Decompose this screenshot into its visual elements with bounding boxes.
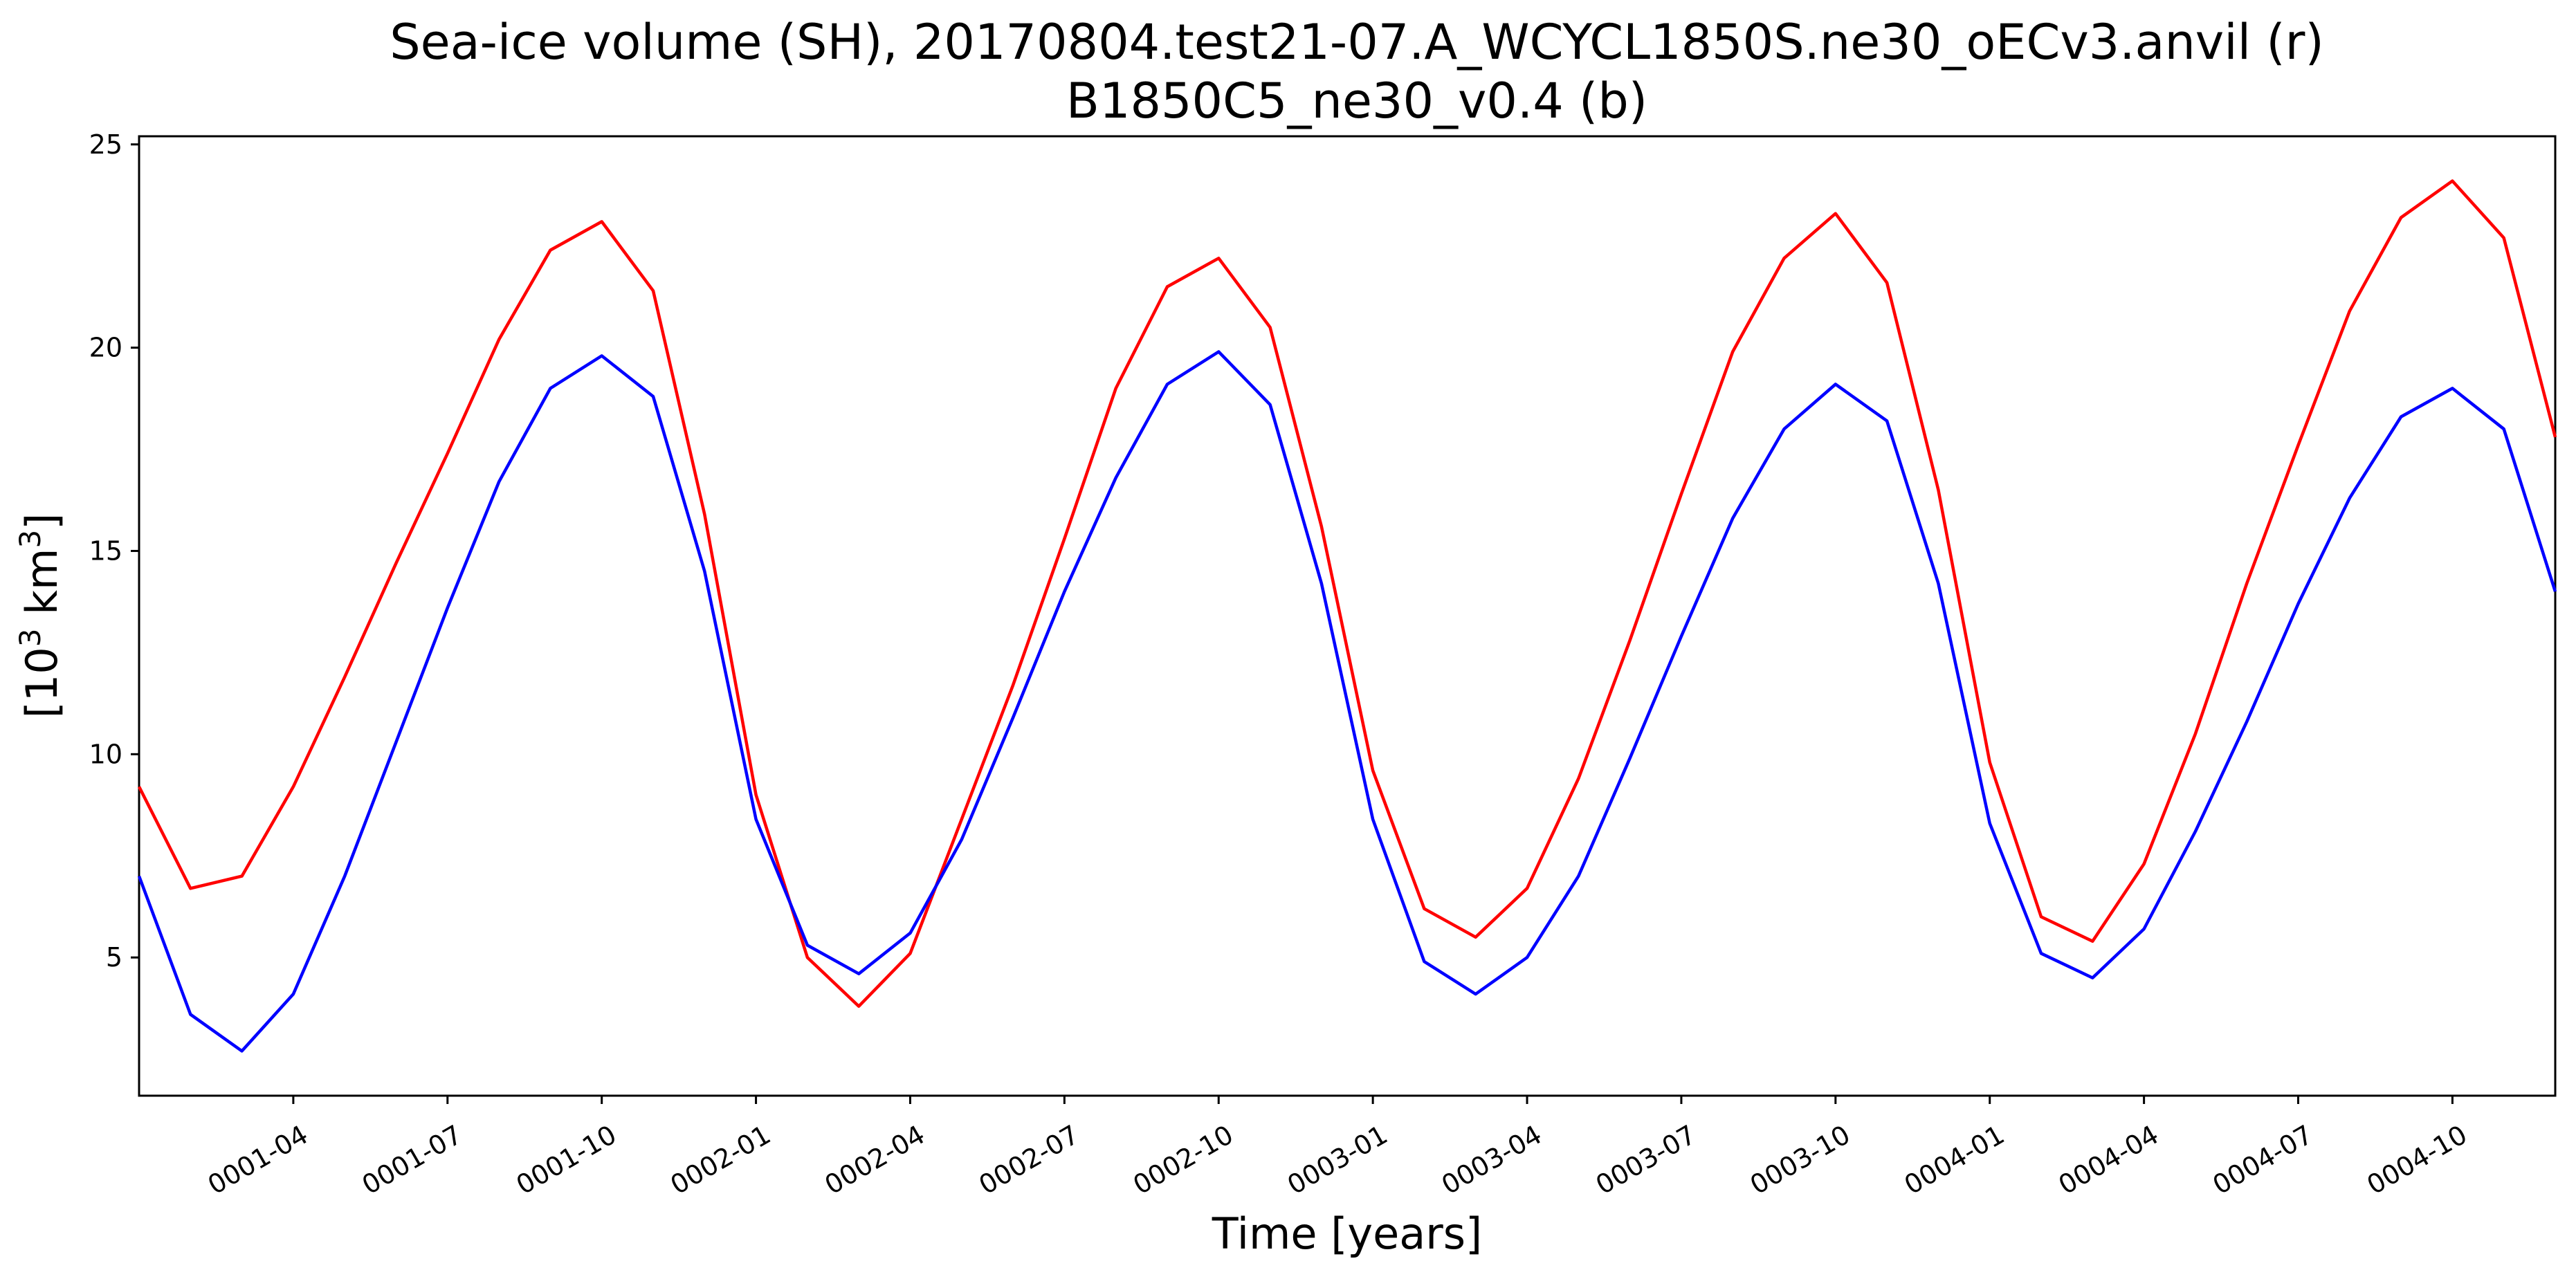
y-tick-label: 20	[89, 333, 122, 363]
y-axis-label-suffix: ]	[17, 513, 67, 530]
x-tick-label: 0004-07	[2208, 1119, 2319, 1200]
x-tick-label: 0002-07	[974, 1119, 1084, 1200]
y-axis: 5 10 15 20 25	[89, 129, 139, 973]
y-tick-label: 5	[106, 942, 122, 973]
x-axis: 0001-04 0001-07 0001-10 0002-01 0002-04 0002-…	[203, 1096, 2472, 1200]
y-tick-label: 10	[89, 739, 122, 769]
plot-area-frame	[138, 135, 2557, 1097]
x-tick-label: 0004-01	[1899, 1119, 2010, 1200]
x-tick-label: 0004-10	[2362, 1119, 2472, 1200]
series-line-2	[137, 350, 2557, 1053]
y-axis-label-unit: km	[17, 549, 67, 629]
x-tick-label: 0004-04	[2054, 1119, 2164, 1200]
x-axis-label: Time [years]	[1212, 1208, 1482, 1259]
chart-title-line-2: B1850C5_ne30_v0.4 (b)	[1066, 73, 1647, 129]
chart-title-line-1: Sea-ice volume (SH), 20170804.test21-07.…	[390, 14, 2324, 71]
y-tick-label: 15	[89, 535, 122, 566]
x-tick-label: 0003-07	[1591, 1119, 1701, 1200]
y-axis-label: [103 km3]	[13, 513, 67, 719]
x-tick-label: 0001-07	[357, 1119, 468, 1200]
x-tick-label: 0002-04	[819, 1119, 930, 1200]
y-axis-label-prefix: [10	[17, 647, 67, 718]
y-tick-label: 25	[89, 129, 122, 160]
x-tick-label: 0001-04	[203, 1119, 313, 1200]
x-tick-label: 0003-10	[1745, 1119, 1856, 1200]
x-tick-label: 0003-04	[1436, 1119, 1547, 1200]
y-axis-label-exponent-1: 3	[13, 629, 47, 647]
x-tick-label: 0002-01	[666, 1119, 776, 1200]
series-layer	[137, 179, 2557, 1053]
x-tick-label: 0003-01	[1282, 1119, 1393, 1200]
x-tick-label: 0001-10	[511, 1119, 622, 1200]
y-axis-label-exponent-2: 3	[13, 530, 47, 549]
series-line-1	[137, 179, 2557, 1008]
x-tick-label: 0002-10	[1128, 1119, 1239, 1200]
